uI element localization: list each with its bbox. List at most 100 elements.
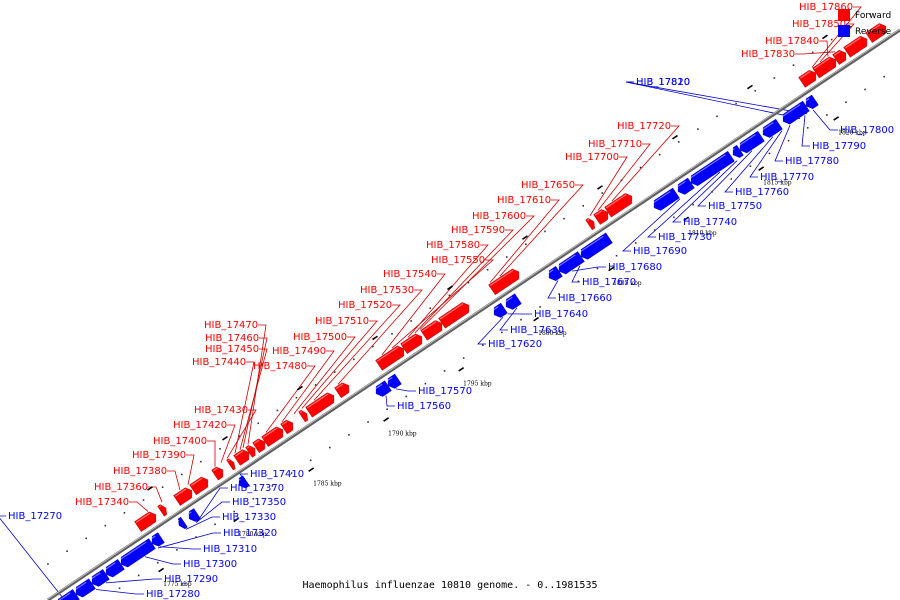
forward-gene-block-shape (798, 70, 817, 88)
forward-gene-block-shine (586, 218, 590, 222)
forward-gene-block-shine (212, 467, 218, 472)
forward-gene-block-shine (605, 194, 627, 209)
scale-tick (747, 84, 753, 90)
scale-dot (711, 190, 713, 193)
gene-label: HIB_17630 (510, 325, 564, 336)
scale-tick (458, 366, 465, 372)
tick-label: 1775 kbp (163, 581, 192, 588)
scale-dot (123, 511, 126, 514)
forward-gene-block-shape (298, 410, 308, 423)
gene-label: HIB_17650 (521, 180, 575, 191)
leader-line (812, 109, 838, 131)
gene-label: HIB_17470 (204, 320, 258, 331)
tick-label: 1810 kbp (688, 230, 717, 237)
scale-dot (200, 460, 202, 463)
reverse-gene-block-shape (690, 150, 735, 186)
scale-dot (429, 307, 432, 309)
forward-gene-block-shape (420, 320, 443, 341)
gene-label: HIB_17620 (488, 339, 542, 350)
forward-gene-block-shape (261, 426, 284, 447)
leader-line (186, 454, 195, 485)
reverse-gene-block-shine (492, 306, 499, 311)
reverse-gene-block-shape (75, 578, 96, 598)
gene-label: HIB_17300 (183, 559, 237, 570)
forward-gene-block-shape (843, 35, 868, 58)
reverse-gene-block-shape (558, 251, 585, 275)
gene-label: HIB_17750 (708, 201, 762, 212)
leader-line (589, 156, 628, 216)
scale-tick (758, 166, 765, 171)
leader-line (167, 470, 181, 491)
scale-tick (672, 134, 678, 140)
leader-line (625, 81, 808, 115)
reverse-gene-block-shape (782, 100, 810, 125)
reverse-gene-block-shine (781, 104, 801, 118)
forward-gene-block (375, 345, 405, 371)
scale-dot (677, 141, 680, 143)
gene-label: HIB_17670 (582, 277, 636, 288)
reverse-gene-block-shape (677, 177, 695, 195)
scale-dot (582, 205, 585, 207)
forward-gene-block (233, 449, 250, 466)
scale-dot (850, 26, 852, 28)
scale-dot (544, 230, 546, 233)
gene-label: HIB_17840 (765, 36, 819, 47)
scale-dot (386, 408, 388, 410)
reverse-gene-block-shine (738, 134, 756, 147)
forward-gene-block (261, 426, 284, 447)
scale-dot (333, 371, 336, 373)
gene-label: HIB_17860 (799, 2, 853, 13)
gene-label: HIB_17460 (205, 333, 259, 344)
forward-gene-block-shape (400, 333, 423, 354)
reverse-gene-block-shape (732, 144, 744, 158)
leader-line (129, 501, 149, 512)
scale-dot (314, 384, 317, 386)
scale-dot (448, 294, 451, 297)
forward-gene-block (173, 487, 193, 506)
reverse-gene-block (374, 380, 392, 397)
scale-dot (443, 370, 446, 372)
scale-tick (608, 266, 615, 272)
leader-line (795, 51, 836, 55)
tick-label: 1790 kbp (388, 431, 417, 438)
forward-gene-block-shine (190, 477, 203, 487)
leader-line (196, 487, 228, 523)
reverse-gene-block (738, 130, 765, 154)
forward-gene-block (400, 333, 423, 354)
scale-tick (147, 486, 153, 491)
forward-gene-block-shape (865, 23, 887, 43)
leader-line (105, 578, 162, 584)
scale-dot (735, 102, 737, 105)
scale-dot (773, 77, 776, 79)
legend-reverse-label: Reverse (855, 27, 892, 37)
reverse-gene-block (652, 187, 680, 211)
gene-label: HIB_17700 (565, 152, 619, 163)
gene-label: HIB_17390 (132, 450, 186, 461)
reverse-gene-block-shape (548, 266, 563, 281)
scale-tick (233, 517, 240, 523)
scale-dot (161, 486, 164, 489)
gene-label: HIB_17610 (497, 195, 551, 206)
gene-label: HIB_17640 (534, 309, 588, 320)
gene-label: HIB_17400 (153, 436, 207, 447)
gene-label: HIB_17490 (272, 346, 326, 357)
forward-gene-block-shape (812, 56, 837, 79)
gene-blocks (56, 23, 887, 600)
forward-gene-block-shape (375, 345, 405, 371)
leader-line (672, 160, 738, 223)
scale-dot (405, 395, 408, 398)
gene-label: HIB_17580 (426, 240, 480, 251)
gene-label: HIB_17330 (222, 512, 276, 523)
scale-dot (257, 422, 260, 425)
forward-gene-block (488, 268, 520, 296)
gene-label: HIB_17590 (451, 225, 505, 236)
forward-gene-block-shine (335, 383, 344, 390)
reverse-gene-block-shape (57, 589, 80, 600)
scale-dot (195, 536, 197, 538)
leader-line (697, 150, 753, 207)
reverse-gene-block (74, 578, 96, 598)
reverse-gene-block-shape (505, 293, 522, 310)
gene-label: HIB_17420 (173, 420, 227, 431)
gene-label: HIB_17380 (113, 466, 167, 477)
scale-dot (754, 89, 757, 92)
